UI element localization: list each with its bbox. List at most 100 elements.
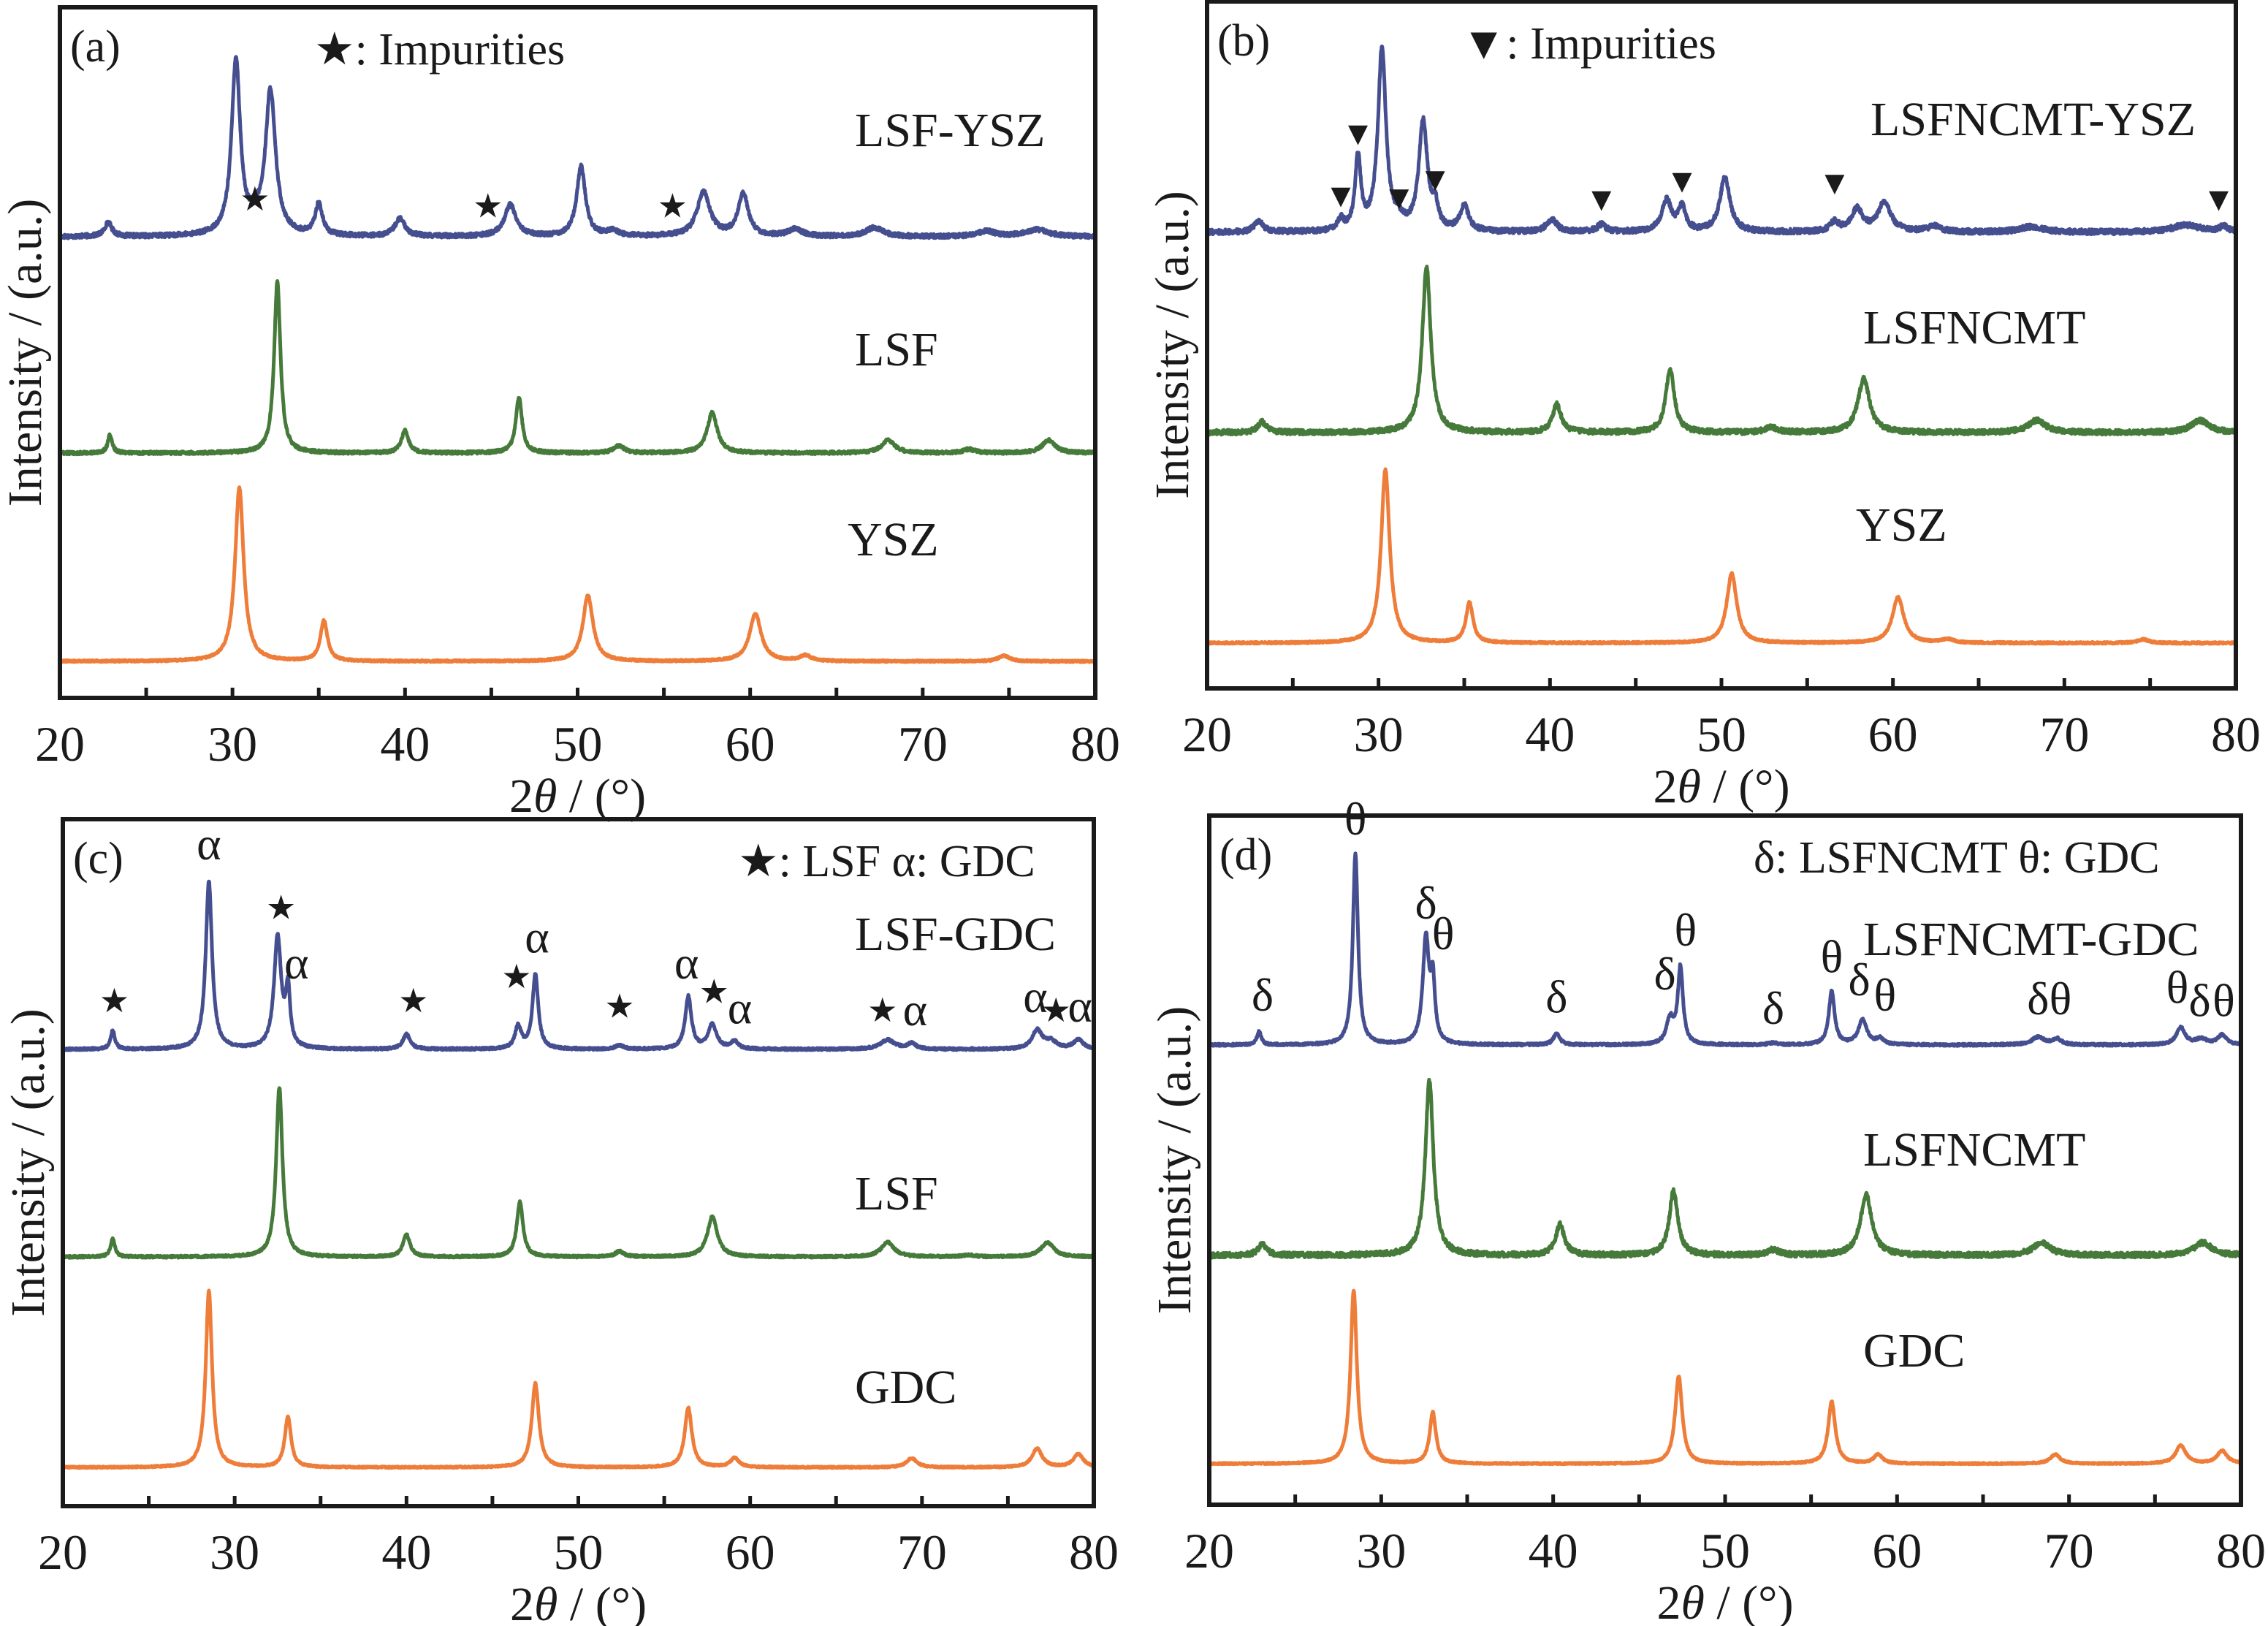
peak-marker: α: [197, 818, 221, 870]
x-tick-label: 50: [553, 716, 603, 772]
x-tick-label: 50: [1697, 707, 1746, 762]
series-label: LSF-GDC: [855, 908, 1056, 961]
x-tick-label: 70: [897, 1524, 947, 1580]
x-tick-label: 50: [554, 1524, 604, 1580]
x-tick-label: 60: [1868, 707, 1918, 762]
peak-marker: ★: [867, 992, 897, 1029]
x-tick-label: 60: [1872, 1523, 1922, 1578]
x-tick-label: 30: [208, 716, 257, 772]
peak-marker: ★: [240, 181, 270, 218]
series-label: YSZ: [848, 513, 939, 566]
trace-gdc: [1208, 1288, 2242, 1467]
x-tick-label: 80: [2216, 1523, 2266, 1578]
legend-text: δ: LSFNCMT θ: GDC: [1754, 833, 2160, 883]
x-tick-label: 70: [2039, 707, 2089, 762]
y-axis-label: Intensity / (a.u.): [1148, 1006, 1201, 1315]
peak-marker: α: [525, 911, 549, 962]
peak-marker: δ: [1252, 969, 1274, 1021]
peak-marker: α: [903, 984, 928, 1036]
panel-label: (c): [73, 834, 123, 884]
peak-marker: α: [674, 937, 699, 989]
peak-marker: ★: [473, 188, 503, 225]
peak-marker: ▼: [1324, 177, 1358, 214]
panel-a: LSF-YSZ LSF YSZ ★ ★ ★ 20 30 40 50 60 70 80 (a) ★: Impu…: [0, 5, 1120, 823]
x-tick-label: 80: [1069, 1524, 1119, 1580]
x-tick-label: 60: [726, 716, 775, 772]
peak-marker: δ: [1654, 948, 1676, 1000]
x-tick-label: 20: [1182, 707, 1232, 762]
trace-ysz: [1205, 467, 2237, 646]
peak-marker: θ: [1432, 908, 1455, 960]
trace-lsfncmt: [1207, 1077, 2243, 1260]
peak-marker: ★: [1041, 992, 1071, 1029]
series-label: LSF: [855, 1167, 938, 1220]
series-label: YSZ: [1856, 498, 1947, 552]
trace-lsfncmt: [1206, 265, 2238, 437]
x-tick-label: 40: [381, 1524, 431, 1580]
peak-marker: δ: [1848, 954, 1870, 1006]
y-axis-label: Intensity / (a.u.): [1146, 191, 1199, 499]
x-tick-label: 80: [1070, 716, 1120, 772]
trace-lsf-ysz: [58, 55, 1097, 240]
x-axis-label: 2θ / (°): [1653, 760, 1789, 813]
peak-marker: ▼: [1418, 161, 1452, 198]
x-tick-label: 50: [1700, 1523, 1750, 1578]
peak-marker: ★: [604, 988, 634, 1025]
x-tick-label: 40: [1525, 707, 1575, 762]
series-label: LSF: [855, 323, 938, 376]
peak-marker: ▼: [1818, 164, 1852, 202]
x-tick-label: 20: [35, 716, 85, 772]
trace-lsfncmt-ysz: [1205, 44, 2238, 237]
legend-text: ▼: Impurities: [1461, 19, 1716, 69]
series-label: LSFNCMT-GDC: [1863, 913, 2199, 966]
panel-label: (a): [70, 22, 121, 72]
peak-marker: δ: [1762, 982, 1784, 1034]
peak-marker: ★: [501, 958, 531, 995]
x-tick-label: 60: [726, 1524, 775, 1580]
x-tick-label: 40: [380, 716, 430, 772]
peak-marker: θ: [1344, 793, 1367, 845]
x-tick-label: 70: [2044, 1523, 2094, 1578]
panel-label: (b): [1217, 16, 1270, 66]
peak-marker: ▼: [1665, 162, 1699, 200]
x-tick-label: 20: [38, 1524, 88, 1580]
trace-lsf-gdc: [61, 879, 1096, 1052]
peak-marker: δ: [2188, 975, 2210, 1027]
y-axis-label: Intensity / (a.u.): [1, 1008, 55, 1317]
trace-lsf: [58, 279, 1097, 457]
x-axis-label: 2θ / (°): [510, 1578, 647, 1626]
peak-marker: ★: [398, 982, 428, 1019]
x-tick-label: 30: [1356, 1523, 1406, 1578]
x-tick-label: 40: [1529, 1523, 1578, 1578]
series-label: LSFNCMT-YSZ: [1871, 93, 2196, 146]
peak-marker: α: [1023, 970, 1048, 1022]
peak-marker: ★: [658, 188, 688, 225]
trace-lsf: [61, 1086, 1096, 1260]
peak-marker: ▼: [1382, 179, 1416, 216]
peak-marker: θ: [1874, 969, 1897, 1021]
peak-marker: θ: [1821, 930, 1843, 982]
peak-marker: ★: [699, 973, 729, 1010]
peak-marker: ▼: [2202, 181, 2236, 218]
series-label: GDC: [1863, 1324, 1965, 1378]
peak-marker: α: [728, 981, 753, 1033]
legend-text: ★: LSF α: GDC: [738, 837, 1035, 886]
trace-ysz: [58, 485, 1097, 664]
peak-marker: ★: [266, 889, 296, 927]
series-label: GDC: [855, 1361, 956, 1414]
x-tick-label: 30: [210, 1524, 259, 1580]
peak-marker: θ: [2050, 973, 2072, 1025]
peak-marker: δ: [1415, 877, 1436, 929]
peak-marker: θ: [1675, 904, 1697, 956]
series-label: LSFNCMT: [1863, 301, 2085, 354]
trace-lsfncmt-gdc: [1208, 851, 2243, 1048]
trace-gdc: [61, 1288, 1095, 1470]
x-tick-label: 20: [1184, 1523, 1234, 1578]
peak-marker: ▼: [1342, 115, 1375, 152]
legend-text: ★: Impurities: [314, 25, 565, 75]
x-tick-label: 30: [1354, 707, 1404, 762]
x-tick-label: 70: [898, 716, 948, 772]
